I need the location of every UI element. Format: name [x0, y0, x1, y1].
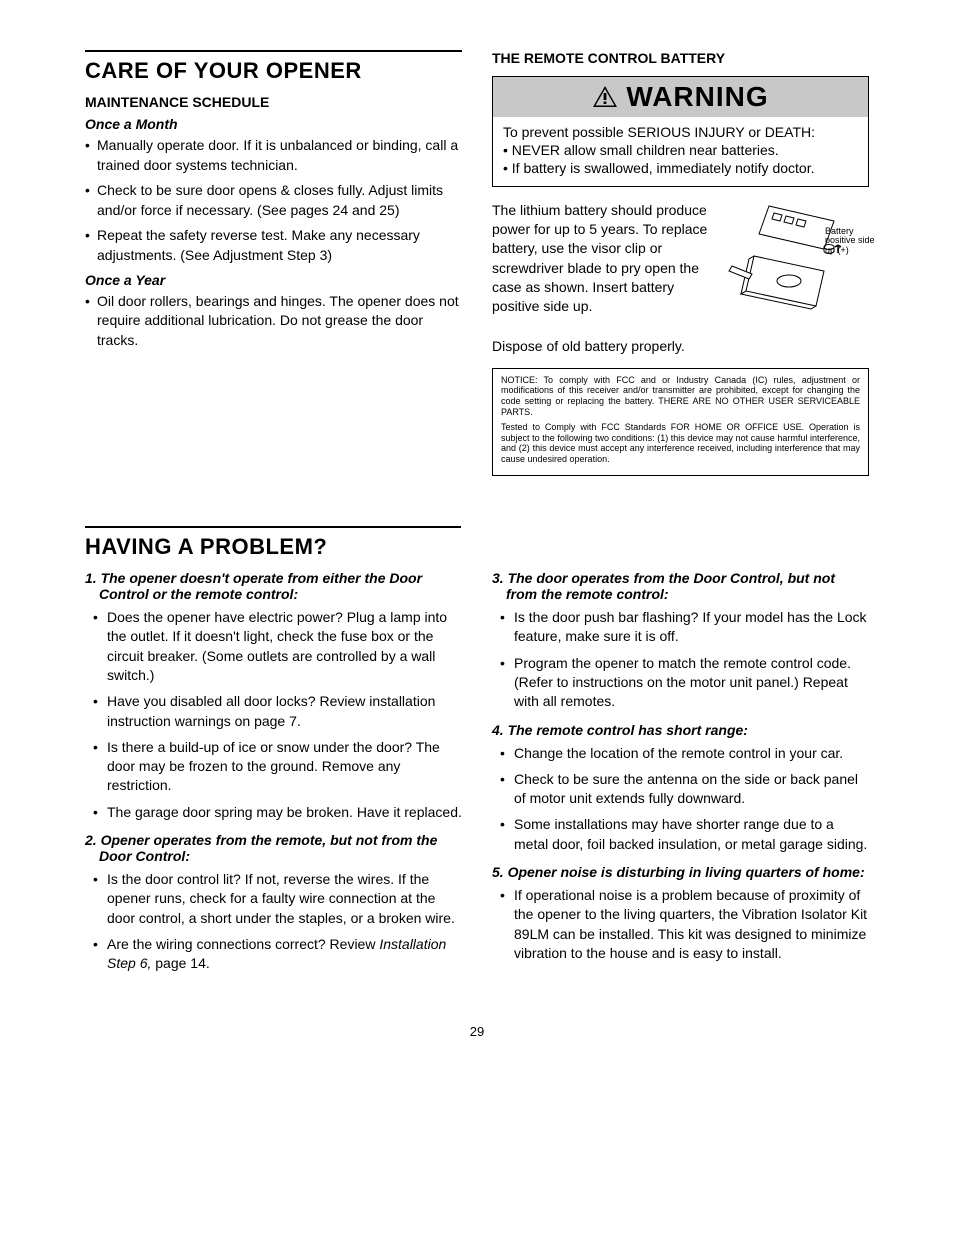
list-item: Check to be sure door opens & closes ful…: [85, 181, 462, 220]
list-item: Oil door rollers, bearings and hinges. T…: [85, 292, 462, 351]
list-item: Some installations may have shorter rang…: [492, 815, 869, 854]
problem-q3: 3. The door operates from the Door Contr…: [492, 570, 869, 602]
left-column-care: CARE OF YOUR OPENER MAINTENANCE SCHEDULE…: [85, 50, 462, 476]
problem-q2-list: Is the door control lit? If not, reverse…: [85, 870, 462, 974]
warning-intro: To prevent possible SERIOUS INJURY or DE…: [503, 123, 858, 141]
warning-word: WARNING: [626, 81, 768, 113]
problem-q5-list: If operational noise is a problem becaus…: [492, 886, 869, 963]
warning-body: To prevent possible SERIOUS INJURY or DE…: [493, 117, 868, 186]
problem-q4: 4. The remote control has short range:: [492, 722, 869, 738]
problem-left-col: 1. The opener doesn't operate from eithe…: [85, 570, 462, 984]
list-item: Is there a build-up of ice or snow under…: [85, 738, 462, 796]
notice-para: NOTICE: To comply with FCC and or Indust…: [501, 375, 860, 418]
list-item: Manually operate door. If it is unbalanc…: [85, 136, 462, 175]
battery-label: Battery positive side up (+): [825, 227, 875, 257]
having-a-problem-section: HAVING A PROBLEM? 1. The opener doesn't …: [85, 526, 869, 984]
warning-bullet: • NEVER allow small children near batter…: [503, 141, 858, 159]
remote-battery-head: THE REMOTE CONTROL BATTERY: [492, 50, 869, 66]
text: Are the wiring connections correct? Revi…: [107, 936, 379, 952]
fcc-notice-box: NOTICE: To comply with FCC and or Indust…: [492, 368, 869, 476]
list-item: If operational noise is a problem becaus…: [492, 886, 869, 963]
problem-q5: 5. Opener noise is disturbing in living …: [492, 864, 869, 880]
section-rule: [85, 50, 462, 52]
problem-q4-list: Change the location of the remote contro…: [492, 744, 869, 855]
problem-q3-list: Is the door push bar flashing? If your m…: [492, 608, 869, 712]
notice-para: Tested to Comply with FCC Standards FOR …: [501, 422, 860, 465]
text: page 14.: [151, 955, 209, 971]
list-item: Is the door push bar flashing? If your m…: [492, 608, 869, 647]
warning-header: WARNING: [493, 77, 868, 117]
battery-section: The lithium battery should produce power…: [492, 201, 869, 326]
month-list: Manually operate door. If it is unbalanc…: [85, 136, 462, 266]
section-rule: [85, 526, 461, 528]
list-item: Change the location of the remote contro…: [492, 744, 869, 763]
battery-text: The lithium battery should produce power…: [492, 201, 714, 326]
list-item: Does the opener have electric power? Plu…: [85, 608, 462, 685]
page-number: 29: [85, 1024, 869, 1039]
problem-q1-list: Does the opener have electric power? Plu…: [85, 608, 462, 822]
once-a-year-head: Once a Year: [85, 272, 462, 288]
list-item: Is the door control lit? If not, reverse…: [85, 870, 462, 928]
list-item: Check to be sure the antenna on the side…: [492, 770, 869, 809]
problem-right-col: 3. The door operates from the Door Contr…: [492, 570, 869, 984]
problem-title: HAVING A PROBLEM?: [85, 534, 869, 560]
right-column-remote: THE REMOTE CONTROL BATTERY WARNING To pr…: [492, 50, 869, 476]
battery-illustration: Battery positive side up (+): [724, 201, 869, 326]
list-item: Program the opener to match the remote c…: [492, 654, 869, 712]
list-item: Have you disabled all door locks? Review…: [85, 692, 462, 731]
warning-box: WARNING To prevent possible SERIOUS INJU…: [492, 76, 869, 187]
maintenance-schedule-head: MAINTENANCE SCHEDULE: [85, 94, 462, 110]
care-title: CARE OF YOUR OPENER: [85, 58, 462, 84]
once-a-month-head: Once a Month: [85, 116, 462, 132]
list-item: The garage door spring may be broken. Ha…: [85, 803, 462, 822]
list-item: Are the wiring connections correct? Revi…: [85, 935, 462, 974]
dispose-text: Dispose of old battery properly.: [492, 338, 869, 354]
warning-triangle-icon: [592, 85, 618, 109]
problem-q2: 2. Opener operates from the remote, but …: [85, 832, 462, 864]
warning-bullet: • If battery is swallowed, immediately n…: [503, 159, 858, 177]
list-item: Repeat the safety reverse test. Make any…: [85, 226, 462, 265]
year-list: Oil door rollers, bearings and hinges. T…: [85, 292, 462, 351]
problem-q1: 1. The opener doesn't operate from eithe…: [85, 570, 462, 602]
